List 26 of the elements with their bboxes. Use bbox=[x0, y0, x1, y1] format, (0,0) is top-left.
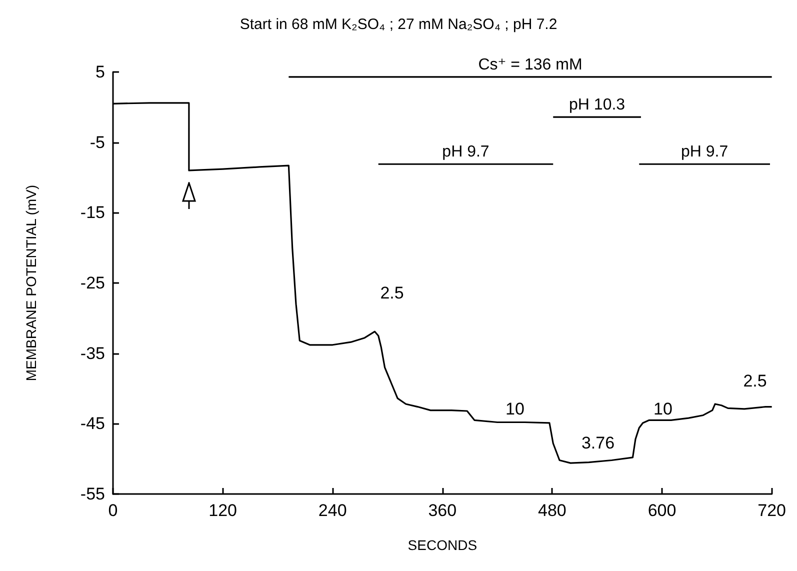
annotation: 10 bbox=[506, 400, 524, 418]
series-label: Cs⁺ = 136 mM bbox=[478, 56, 582, 74]
y-tick-label: -25 bbox=[80, 274, 105, 292]
y-tick-label: -55 bbox=[80, 484, 105, 504]
x-tick-label: 120 bbox=[208, 501, 237, 520]
y-tick-label: -35 bbox=[80, 344, 105, 363]
y-tick-label: -15 bbox=[80, 203, 105, 222]
x-tick-label: 720 bbox=[758, 501, 786, 520]
y-tick-label: 5 bbox=[96, 62, 105, 82]
y-tick-label: -5 bbox=[90, 132, 105, 152]
x-tick-label: 480 bbox=[538, 501, 566, 520]
annotation: 10 bbox=[654, 400, 672, 418]
y-axis-title: MEMBRANE POTENTIAL (mV) bbox=[23, 184, 39, 382]
y-tick-label: -45 bbox=[80, 414, 105, 434]
series-label: pH 10.3 bbox=[569, 96, 626, 114]
chart-title: Start in 68 mM K₂SO₄ ; 27 mM Na₂SO₄ ; pH 7.2 bbox=[240, 16, 558, 33]
annotation: 3.76 bbox=[581, 434, 615, 452]
x-tick-label: 600 bbox=[648, 501, 676, 520]
x-tick-label: 0 bbox=[108, 501, 118, 520]
annotation: 2.5 bbox=[380, 284, 404, 302]
annotation: 2.5 bbox=[743, 372, 767, 390]
series-label: pH 9.7 bbox=[442, 144, 490, 161]
x-axis-title: SECONDS bbox=[408, 537, 478, 553]
x-tick-label: 360 bbox=[428, 501, 457, 520]
series-label: pH 9.7 bbox=[680, 144, 728, 161]
x-tick-label: 240 bbox=[318, 501, 347, 520]
